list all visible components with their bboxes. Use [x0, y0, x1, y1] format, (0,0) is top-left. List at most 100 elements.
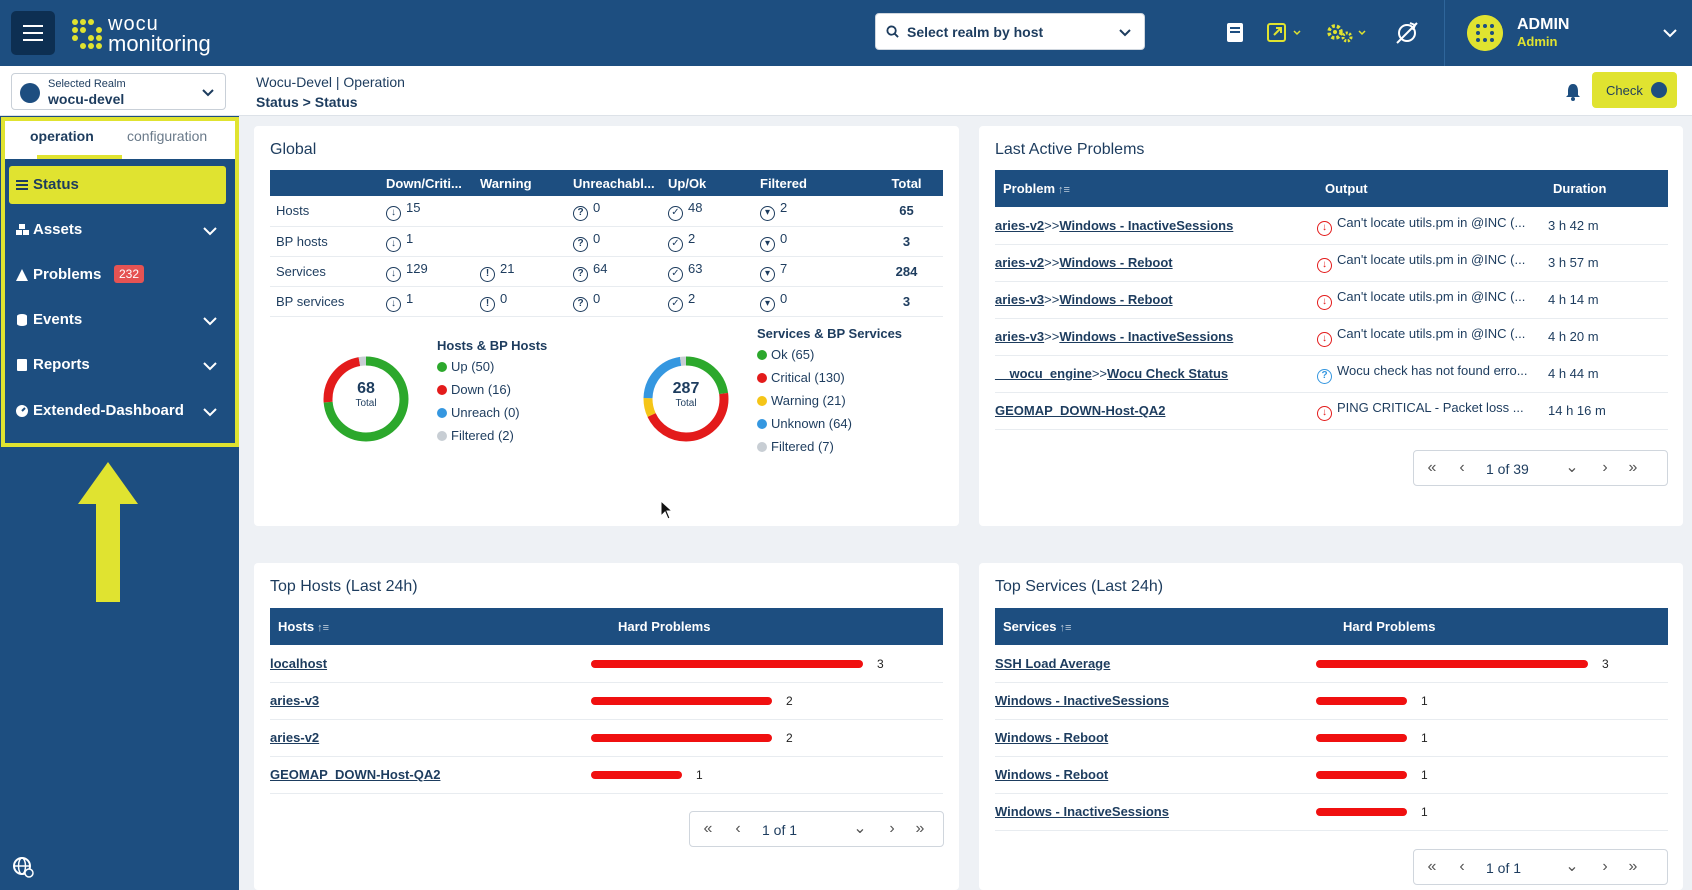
service-link[interactable]: Windows - Reboot — [1059, 292, 1173, 307]
prev-page-icon[interactable]: ‹ — [1459, 858, 1465, 875]
services-donut-chart[interactable] — [639, 352, 733, 446]
donut-slice[interactable] — [323, 356, 409, 442]
last-page-icon[interactable]: » — [1628, 459, 1638, 476]
total-count[interactable]: 3 — [864, 226, 943, 257]
output-text[interactable]: Can't locate utils.pm in @INC (... — [1337, 252, 1526, 267]
column-header-output[interactable]: Output — [1317, 170, 1545, 207]
first-page-icon[interactable]: « — [703, 820, 713, 837]
next-page-icon[interactable]: › — [1602, 858, 1608, 875]
unreach-count[interactable]: 0 — [593, 230, 601, 246]
down-count[interactable]: 129 — [406, 260, 428, 276]
sidebar-item-status[interactable]: Status — [9, 166, 226, 204]
name-link[interactable]: aries-v3 — [270, 693, 320, 708]
user-menu[interactable]: ADMIN Admin — [1444, 0, 1692, 66]
warning-count[interactable]: 0 — [500, 290, 508, 306]
name-link[interactable]: Windows - Reboot — [995, 767, 1109, 782]
hard-problems-bar[interactable] — [1316, 660, 1588, 669]
chevron-down-icon[interactable]: ⌄ — [1565, 459, 1579, 476]
sort-icon[interactable]: ↑≡ — [1058, 184, 1070, 196]
next-page-icon[interactable]: › — [1602, 459, 1608, 476]
column-header[interactable]: Warning — [474, 170, 567, 196]
unreach-count[interactable]: 64 — [593, 260, 608, 276]
output-text[interactable]: Wocu check has not found erro... — [1337, 363, 1528, 378]
name-link[interactable]: GEOMAP_DOWN-Host-QA2 — [270, 767, 441, 782]
filtered-count[interactable]: 0 — [780, 230, 788, 246]
page-indicator[interactable]: 1 of 1 — [1486, 860, 1522, 876]
filtered-count[interactable]: 2 — [780, 200, 788, 216]
column-header-problem[interactable]: Problem ↑≡ — [995, 170, 1317, 207]
service-link[interactable]: Windows - Reboot — [1059, 255, 1173, 270]
unreach-count[interactable]: 0 — [593, 290, 601, 306]
legend-item[interactable]: Ok (65) — [757, 347, 902, 370]
host-link[interactable]: aries-v3 — [995, 329, 1045, 344]
host-link[interactable]: aries-v2 — [995, 217, 1045, 233]
column-header-hard-problems[interactable]: Hard Problems — [610, 608, 943, 645]
host-link[interactable]: aries-v3 — [995, 292, 1045, 307]
service-link[interactable]: Windows - InactiveSessions — [1059, 329, 1234, 344]
output-text[interactable]: Can't locate utils.pm in @INC (... — [1337, 214, 1526, 230]
column-header-hard-problems[interactable]: Hard Problems — [1335, 608, 1668, 645]
column-header[interactable]: Total — [864, 170, 943, 196]
up-count[interactable]: 63 — [688, 260, 703, 276]
output-text[interactable]: Can't locate utils.pm in @INC (... — [1337, 289, 1526, 304]
total-count[interactable]: 284 — [864, 256, 943, 287]
donut-slice[interactable] — [643, 356, 729, 442]
sidebar-item-reports[interactable]: Reports — [9, 346, 226, 384]
up-count[interactable]: 2 — [688, 290, 696, 306]
first-page-icon[interactable]: « — [1427, 459, 1437, 476]
external-link-icon[interactable] — [1265, 20, 1305, 46]
last-page-icon[interactable]: » — [915, 820, 925, 837]
donut-slice[interactable] — [643, 356, 729, 442]
service-link[interactable]: Windows - InactiveSessions — [1059, 217, 1234, 233]
breadcrumb-top[interactable]: Wocu-Devel | Operation — [256, 74, 405, 90]
legend-item[interactable]: Down (16) — [437, 382, 547, 405]
sidebar-item-events[interactable]: Events — [9, 301, 226, 339]
column-header[interactable]: Unreachabl... — [567, 170, 662, 196]
output-text[interactable]: PING CRITICAL - Packet loss ... — [1337, 400, 1524, 415]
column-header[interactable]: Down/Criti... — [380, 170, 474, 196]
output-text[interactable]: Can't locate utils.pm in @INC (... — [1337, 326, 1526, 341]
name-link[interactable]: SSH Load Average — [995, 655, 1111, 671]
name-link[interactable]: localhost — [270, 655, 328, 671]
sort-icon[interactable]: ↑≡ — [1059, 622, 1072, 634]
legend-item[interactable]: Filtered (2) — [437, 428, 547, 451]
sidebar-item-problems[interactable]: Problems 232 — [9, 256, 226, 294]
globe-settings-icon[interactable] — [12, 856, 34, 878]
down-count[interactable]: 1 — [406, 290, 414, 306]
bell-icon[interactable] — [1563, 82, 1583, 102]
legend-item[interactable]: Up (50) — [437, 359, 547, 382]
page-indicator[interactable]: 1 of 39 — [1486, 461, 1529, 477]
last-page-icon[interactable]: » — [1628, 858, 1638, 875]
sidebar-item-extended-dashboard[interactable]: Extended-Dashboard — [9, 392, 226, 430]
hard-problems-bar[interactable] — [591, 660, 863, 669]
sort-icon[interactable]: ↑≡ — [317, 622, 330, 634]
legend-item[interactable]: Critical (130) — [757, 370, 902, 393]
book-icon[interactable] — [1222, 20, 1248, 46]
next-page-icon[interactable]: › — [889, 820, 895, 837]
hard-problems-bar[interactable] — [1316, 771, 1407, 780]
up-count[interactable]: 2 — [688, 230, 696, 246]
column-header-services[interactable]: Services ↑≡ — [995, 608, 1335, 645]
host-link[interactable]: GEOMAP_DOWN-Host-QA2 — [995, 403, 1166, 418]
legend-item[interactable]: Warning (21) — [757, 393, 902, 416]
filtered-count[interactable]: 7 — [780, 260, 788, 276]
unreach-count[interactable]: 0 — [593, 200, 601, 216]
column-header-duration[interactable]: Duration — [1545, 170, 1668, 207]
down-count[interactable]: 1 — [406, 230, 414, 246]
name-link[interactable]: Windows - Reboot — [995, 730, 1109, 745]
legend-item[interactable]: Unknown (64) — [757, 416, 902, 439]
legend-item[interactable]: Unreach (0) — [437, 405, 547, 428]
chevron-down-icon[interactable]: ⌄ — [853, 820, 867, 837]
page-indicator[interactable]: 1 of 1 — [762, 822, 798, 838]
name-link[interactable]: Windows - InactiveSessions — [995, 804, 1169, 819]
gears-icon[interactable] — [1325, 20, 1370, 46]
menu-icon[interactable] — [11, 11, 55, 55]
hard-problems-bar[interactable] — [591, 771, 682, 780]
up-count[interactable]: 48 — [688, 200, 703, 216]
hard-problems-bar[interactable] — [1316, 697, 1407, 706]
down-count[interactable]: 15 — [406, 200, 421, 216]
total-count[interactable]: 65 — [864, 196, 943, 227]
sidebar-item-assets[interactable]: Assets — [9, 211, 226, 249]
host-link[interactable]: aries-v2 — [995, 255, 1045, 270]
realm-search-select[interactable]: Select realm by host — [875, 13, 1145, 50]
